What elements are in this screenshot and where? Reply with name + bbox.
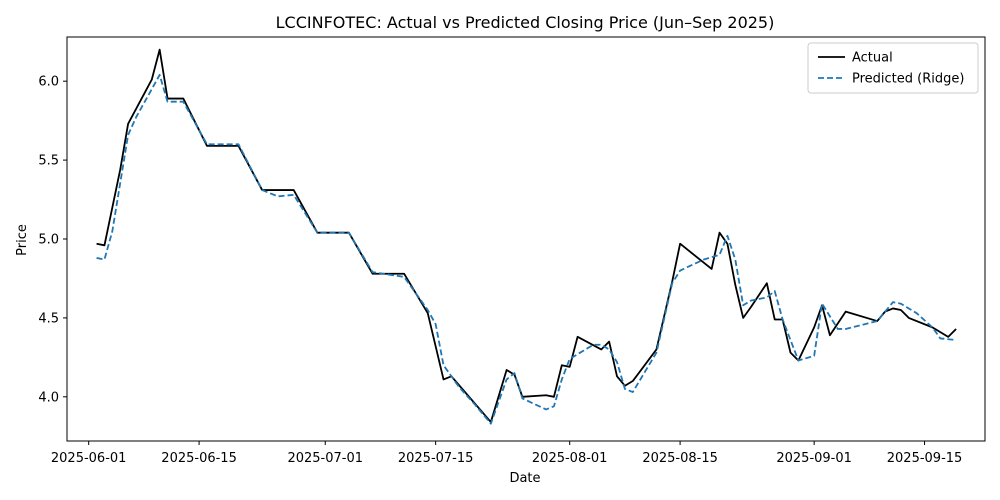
- legend-box: [807, 42, 979, 94]
- x-tick-label: 2025-06-01: [51, 451, 127, 466]
- x-axis: 2025-06-01 2025-06-15 2025-07-01 2025-07-15…: [51, 441, 962, 466]
- y-tick-label: 4.0: [38, 390, 59, 405]
- y-axis: 4.0 4.5 5.0 5.5 6.0: [38, 75, 67, 405]
- chart-title: LCCINFOTEC: Actual vs Predicted Closing …: [276, 13, 775, 32]
- y-tick-label: 5.5: [38, 154, 59, 169]
- x-tick-label: 2025-07-01: [287, 451, 363, 466]
- y-tick-label: 5.0: [38, 233, 59, 248]
- y-tick-label: 4.5: [38, 311, 59, 326]
- y-axis-label: Price: [15, 224, 30, 256]
- x-axis-label: Date: [509, 471, 540, 486]
- legend-label-predicted: Predicted (Ridge): [852, 72, 964, 87]
- x-tick-label: 2025-09-15: [887, 451, 963, 466]
- plot-area: [96, 48, 957, 425]
- x-tick-label: 2025-06-15: [161, 451, 237, 466]
- series-line-predicted: [96, 73, 957, 425]
- x-tick-label: 2025-07-15: [398, 451, 474, 466]
- y-tick-label: 6.0: [38, 75, 59, 90]
- legend-label-actual: Actual: [852, 51, 893, 66]
- legend: Actual Predicted (Ridge): [807, 42, 979, 94]
- x-tick-label: 2025-08-01: [532, 451, 608, 466]
- x-tick-label: 2025-09-01: [776, 451, 852, 466]
- x-tick-label: 2025-08-15: [642, 451, 718, 466]
